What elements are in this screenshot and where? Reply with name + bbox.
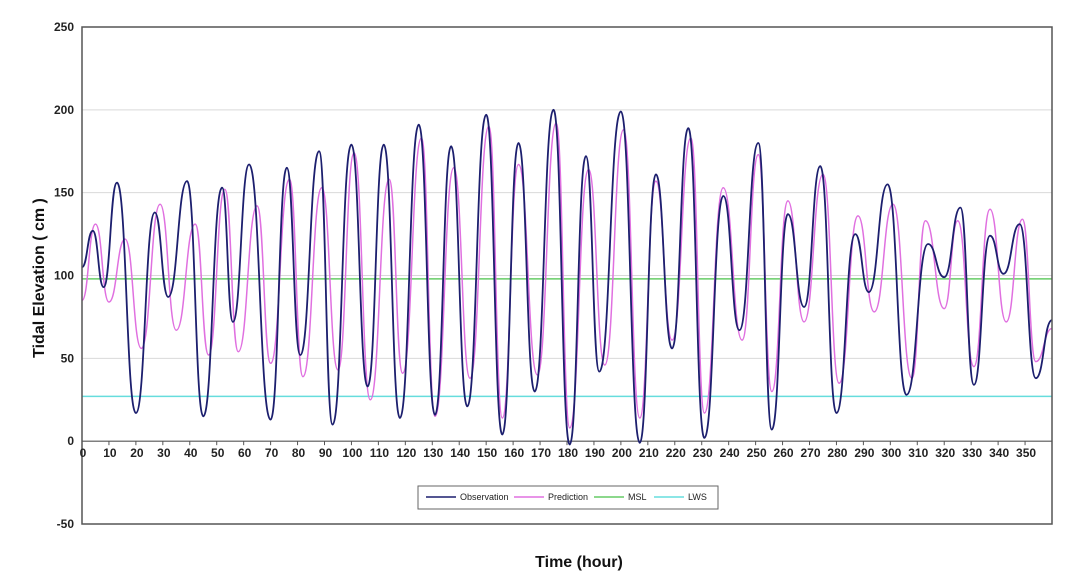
y-axis-ticks: -50 0 50 100 150 200 250 [54, 20, 74, 531]
x-tick-label: 20 [130, 446, 144, 460]
x-tick-label: 260 [774, 446, 794, 460]
x-tick-label: 0 [80, 446, 87, 460]
x-axis-label: Time (hour) [535, 554, 623, 571]
reference-lines [82, 278, 1052, 398]
legend-label-msl: MSL [628, 492, 647, 502]
y-axis-label: Tidal Elevation ( cm ) [31, 198, 48, 358]
data-series [81, 108, 1053, 446]
x-tick-label: 160 [504, 446, 524, 460]
y-tick-label: -50 [57, 517, 75, 531]
x-tick-label: 70 [265, 446, 279, 460]
y-tick-label: 250 [54, 20, 74, 34]
x-tick-label: 10 [103, 446, 117, 460]
y-tick-label: 100 [54, 269, 74, 283]
x-tick-label: 350 [1016, 446, 1036, 460]
y-tick-label: 150 [54, 186, 74, 200]
series-line-observation [81, 108, 1053, 446]
x-tick-label: 80 [292, 446, 306, 460]
x-tick-label: 340 [989, 446, 1009, 460]
x-tick-label: 130 [423, 446, 443, 460]
legend-label-prediction: Prediction [548, 492, 588, 502]
x-tick-label: 110 [370, 446, 390, 460]
x-tick-label: 270 [800, 446, 820, 460]
x-tick-label: 300 [881, 446, 901, 460]
x-tick-label: 290 [854, 446, 874, 460]
x-tick-label: 190 [585, 446, 605, 460]
y-tick-label: 0 [67, 434, 74, 448]
x-tick-label: 140 [450, 446, 470, 460]
x-tick-label: 320 [935, 446, 955, 460]
x-tick-label: 200 [612, 446, 632, 460]
x-tick-label: 220 [666, 446, 686, 460]
legend-label-lws: LWS [688, 492, 707, 502]
x-tick-label: 170 [531, 446, 551, 460]
x-tick-label: 330 [962, 446, 982, 460]
x-axis-ticks: 0 10 20 30 40 50 60 70 80 90 100 110 120 130 140 150 160… [80, 441, 1036, 460]
y-tick-label: 200 [54, 103, 74, 117]
x-tick-label: 30 [157, 446, 171, 460]
x-tick-label: 280 [827, 446, 847, 460]
x-tick-label: 120 [396, 446, 416, 460]
plot-frame [81, 26, 1053, 525]
legend-box [417, 485, 719, 510]
x-tick-label: 100 [342, 446, 362, 460]
legend: Observation Prediction MSL LWS [417, 485, 719, 510]
x-tick-label: 210 [639, 446, 659, 460]
x-tick-label: 150 [477, 446, 497, 460]
legend-label-observation: Observation [460, 492, 509, 502]
x-tick-label: 240 [720, 446, 740, 460]
x-tick-label: 40 [184, 446, 198, 460]
x-tick-label: 180 [558, 446, 578, 460]
y-tick-label: 50 [61, 351, 75, 365]
x-tick-label: 90 [319, 446, 333, 460]
x-tick-label: 250 [747, 446, 767, 460]
x-tick-label: 230 [693, 446, 713, 460]
x-tick-label: 50 [211, 446, 225, 460]
x-tick-label: 310 [908, 446, 928, 460]
x-tick-label: 60 [238, 446, 252, 460]
